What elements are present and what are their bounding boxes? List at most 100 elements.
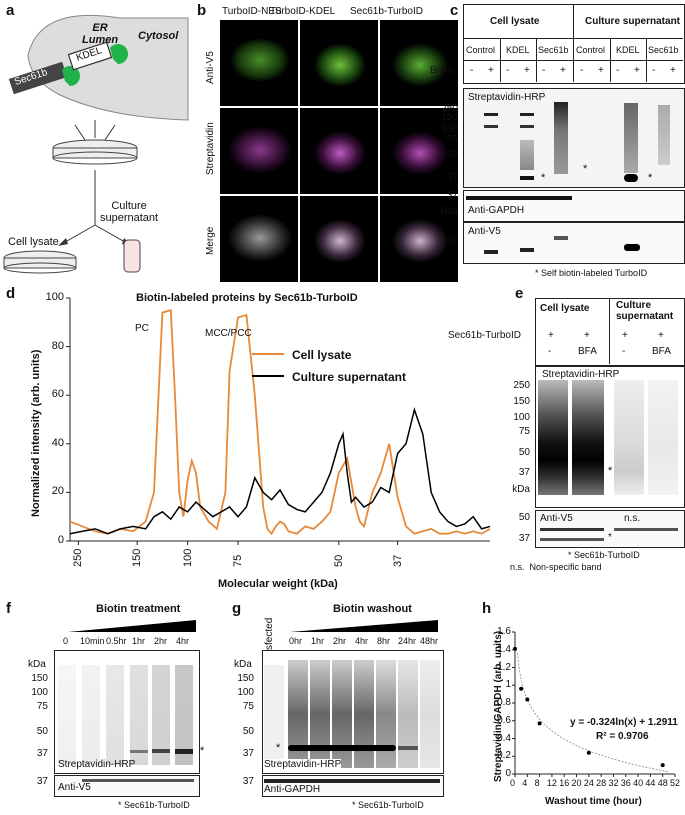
h-x-tick-label: 0: [510, 778, 516, 788]
f-mw-150: 150: [31, 673, 48, 684]
e-lane-4: [648, 380, 678, 495]
micro-strep-sec61b: [380, 108, 458, 194]
col-turboid-kdel: TurboID-KDEL: [270, 6, 336, 17]
f-mw-75: 75: [36, 701, 48, 712]
g-footnote: * Sec61b-TurboID: [352, 800, 424, 810]
c-biotin-sign: -: [506, 65, 510, 76]
f-band: [130, 750, 148, 753]
g-mw-100: 100: [237, 687, 254, 698]
c-star-3: *: [648, 172, 653, 184]
g-lane-label: 0hr: [289, 636, 303, 646]
micro-v5-sec61b: [380, 20, 458, 106]
h-x-tick-label: 52: [670, 778, 681, 788]
c-kda: kDa: [440, 206, 458, 217]
g-lane-label: 1hr: [311, 636, 325, 646]
e-foot-1: * Sec61b-TurboID: [568, 550, 640, 560]
g-lane-label: 24hr: [398, 636, 417, 646]
d-title: Biotin-labeled proteins by Sec61b-TurboI…: [136, 292, 358, 304]
d-y-tick-label: 60: [51, 388, 64, 401]
h-x-tick-label: 16: [559, 778, 570, 788]
g-lane: [398, 660, 418, 768]
h-y-tick-label: 1: [505, 679, 511, 691]
micro-merge-nes: [220, 196, 298, 282]
d-annot-mcc: MCC/PCC: [205, 328, 252, 339]
g-lane-label: 4hr: [355, 636, 369, 646]
f-v5-label: Anti-V5: [58, 782, 91, 793]
c-band: [658, 105, 670, 165]
g-lane: [376, 660, 396, 768]
panel-a-schematic: [3, 14, 189, 274]
h-x-tick-label: 32: [608, 778, 619, 788]
e-row1-sign: +: [658, 330, 664, 341]
c-cond-3: Sec61b: [538, 45, 569, 55]
sec61b-turboid-icon: [62, 66, 80, 86]
h-x-tick-label: 12: [546, 778, 557, 788]
g-lane-label: 8hr: [377, 636, 391, 646]
f-lane: [82, 665, 100, 765]
panel-label-g: g: [232, 600, 242, 617]
g-gapdh-label: Anti-GAPDH: [264, 784, 321, 795]
g-mw-75: 75: [242, 701, 254, 712]
f-title: Biotin treatment: [96, 603, 181, 615]
h-y-tick-label: 0.8: [497, 697, 511, 708]
e-v5-band: [540, 528, 604, 531]
e-lane-2: [572, 380, 604, 495]
f-v5-mw: 37: [36, 776, 48, 787]
micro-merge-sec61b: [380, 196, 458, 282]
e-mw-250: 250: [513, 380, 530, 391]
er-membrane-shape: [27, 14, 189, 121]
c-band: [520, 113, 534, 116]
c-band: [624, 103, 638, 173]
d-line-chart: [66, 297, 491, 545]
c-band: [624, 174, 638, 182]
c-cond-5: KDEL: [616, 45, 640, 55]
g-lane: [332, 660, 352, 768]
c-v5-label: Anti-V5: [468, 226, 501, 237]
e-v5-label: Anti-V5: [540, 513, 573, 524]
h-point: [519, 686, 524, 691]
g-gapdh-band: [264, 779, 440, 783]
e-row1-label: Sec61b-TurboID: [448, 330, 521, 341]
f-lane-label: 2hr: [154, 636, 168, 646]
g-lane-label: 48hr: [420, 636, 439, 646]
c-biotin-sign: +: [670, 65, 676, 76]
panel-label-b: b: [197, 2, 207, 19]
e-row1-sign: +: [548, 330, 554, 341]
g-band: [398, 746, 418, 750]
c-band: [520, 125, 534, 128]
c-group-lysate: Cell lysate: [490, 16, 540, 27]
c-mw-100: 100: [441, 124, 458, 135]
d-legend-lysate: Cell lysate: [292, 348, 352, 362]
g-lane: [264, 665, 284, 765]
e-v5-star: *: [608, 532, 612, 543]
er-lumen-label: ER Lumen: [82, 22, 119, 46]
c-gapdh-label: Anti-GAPDH: [468, 205, 525, 216]
e-v5-band: [540, 538, 604, 541]
h-y-tick-label: 1.2: [497, 661, 511, 673]
c-mw-250: 250: [441, 103, 458, 114]
f-band: [152, 749, 170, 753]
c-biotin-sign: -: [580, 65, 584, 76]
f-lane: [106, 665, 124, 765]
h-y-tick-label: 0: [505, 768, 511, 779]
e-mw-150: 150: [513, 396, 530, 407]
g-mw-37: 37: [242, 748, 254, 759]
supernatant-tube: [123, 239, 141, 273]
c-mw-37: 37: [446, 172, 458, 183]
h-x-tick-label: 28: [596, 778, 607, 788]
c-star-1: *: [541, 172, 546, 184]
c-biotin-label: Biotin: [430, 65, 456, 76]
h-x-tick-label: 36: [620, 778, 631, 788]
c-biotin-sign: +: [634, 65, 640, 76]
f-strep-label: Streptavidin-HRP: [58, 759, 136, 770]
g-title: Biotin washout: [333, 603, 412, 615]
c-biotin-sign: -: [652, 65, 656, 76]
c-strep-blot: [463, 88, 685, 188]
c-gapdh-band: [466, 196, 572, 200]
cytosol-label: Cytosol: [138, 30, 179, 42]
g-lane-label: 2hr: [333, 636, 347, 646]
c-band: [520, 140, 534, 170]
g-gapdh-mw: 37: [242, 776, 254, 787]
f-lane-label: 10min: [80, 636, 105, 646]
f-kda: kDa: [28, 659, 46, 670]
